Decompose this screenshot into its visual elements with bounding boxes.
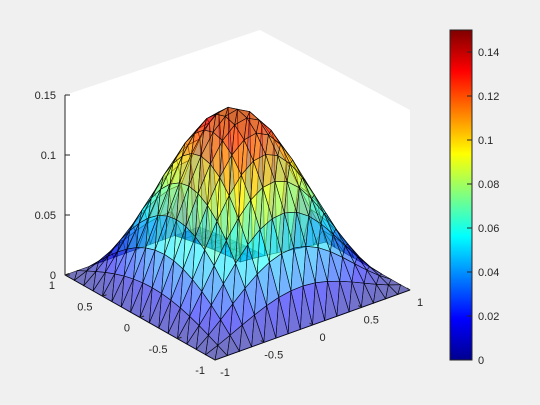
- z-tick-label: 0: [50, 270, 56, 282]
- y-tick-label: 1: [49, 280, 55, 292]
- z-tick-label: 0.05: [35, 210, 56, 222]
- z-tick-label: 0.15: [35, 90, 56, 102]
- x-tick-label: 0: [319, 332, 325, 344]
- colorbar-tick-label: 0: [478, 355, 484, 367]
- surface-face: [214, 344, 228, 361]
- tick-mark: [260, 340, 265, 343]
- colorbar-tick-label: 0.1: [478, 135, 493, 147]
- axis-ticks: 0 0.05 0.1 0.15 -1 -0.5 0 0.5 1 -1 -0.5 0 0.5 1: [35, 90, 423, 379]
- colorbar-gradient: [449, 29, 473, 361]
- tick-mark: [309, 322, 313, 326]
- tick-mark: [177, 336, 182, 340]
- surface-face: [397, 284, 411, 295]
- tick-mark: [214, 358, 220, 361]
- z-tick-label: 0.1: [41, 150, 56, 162]
- surface-face: [312, 282, 326, 326]
- surface-face: [385, 284, 399, 300]
- y-tick-label: 0.5: [77, 301, 92, 313]
- y-tick-label: -0.5: [149, 344, 168, 356]
- y-tick-label: 0: [124, 323, 130, 335]
- colorbar-tick-label: 0.14: [478, 47, 499, 59]
- surface-face: [226, 334, 240, 357]
- surface-face: [360, 282, 374, 308]
- surface-face: [263, 305, 277, 343]
- surface-face: [239, 323, 253, 352]
- surface-face: [251, 314, 265, 348]
- colorbar-tick-label: 0.06: [478, 223, 499, 235]
- tick-mark: [64, 273, 70, 276]
- colorbar-tick-label: 0.04: [478, 267, 499, 279]
- tick-mark: [211, 357, 216, 361]
- surface-mesh: [64, 106, 411, 361]
- x-tick-label: 0.5: [364, 315, 379, 327]
- tick-mark: [102, 294, 107, 297]
- tick-mark: [357, 305, 362, 308]
- colorbar-ticks: 0 0.02 0.04 0.06 0.08 0.1 0.12 0.14: [467, 47, 499, 367]
- x-tick-label: -0.5: [264, 350, 283, 362]
- surface-face: [299, 285, 313, 330]
- surface-face: [287, 290, 301, 335]
- tick-mark: [139, 315, 145, 318]
- surface-face: [275, 297, 289, 339]
- surface-face: [324, 281, 338, 322]
- surface-face: [373, 283, 387, 304]
- y-tick-label: -1: [195, 365, 205, 377]
- colorbar-tick-label: 0.02: [478, 311, 499, 323]
- colorbar: 0 0.02 0.04 0.06 0.08 0.1 0.12 0.14: [449, 29, 499, 367]
- x-tick-label: -1: [220, 367, 230, 379]
- surface-face: [336, 281, 350, 317]
- colorbar-tick-label: 0.12: [478, 91, 499, 103]
- tick-mark: [406, 287, 411, 291]
- x-tick-label: 1: [417, 297, 423, 309]
- surface-face: [348, 281, 362, 313]
- colorbar-tick-label: 0.08: [478, 179, 499, 191]
